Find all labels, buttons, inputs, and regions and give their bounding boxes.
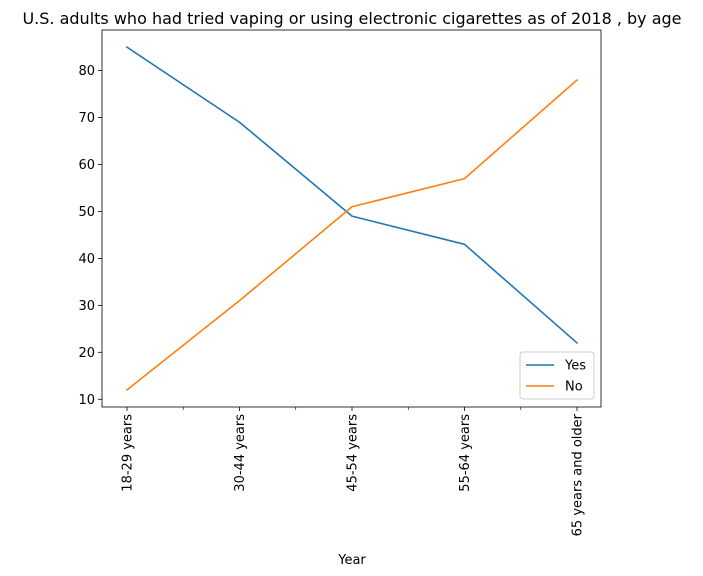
x-axis-label: Year (337, 553, 366, 568)
x-tick-label: 55-64 years (458, 414, 473, 492)
legend-label-yes: Yes (564, 359, 586, 374)
y-tick-label: 50 (78, 205, 95, 220)
series-line-no (125, 78, 579, 391)
legend-label-no: No (565, 380, 583, 395)
x-tick-label: 45-54 years (346, 414, 361, 492)
plot-area: 10 20 30 40 50 60 70 80 18-29 years 30-44 years 45… (78, 29, 602, 536)
y-tick-label: 40 (78, 252, 95, 267)
legend: Yes No (519, 351, 595, 400)
y-tick-label: 10 (78, 393, 95, 408)
legend-box (519, 351, 595, 400)
chart-title: U.S. adults who had tried vaping or usin… (22, 9, 681, 28)
y-tick-label: 80 (78, 64, 95, 79)
x-tick-label: 18-29 years (121, 414, 136, 492)
x-tick-label: 30-44 years (233, 414, 248, 492)
y-tick-label: 20 (78, 346, 95, 361)
x-tick-label: 65 years and older (571, 413, 586, 536)
y-tick-label: 70 (78, 111, 95, 126)
series-line-yes (125, 46, 579, 345)
plot-frame (101, 29, 602, 408)
y-tick-label: 30 (78, 299, 95, 314)
y-tick-label: 60 (78, 158, 95, 173)
